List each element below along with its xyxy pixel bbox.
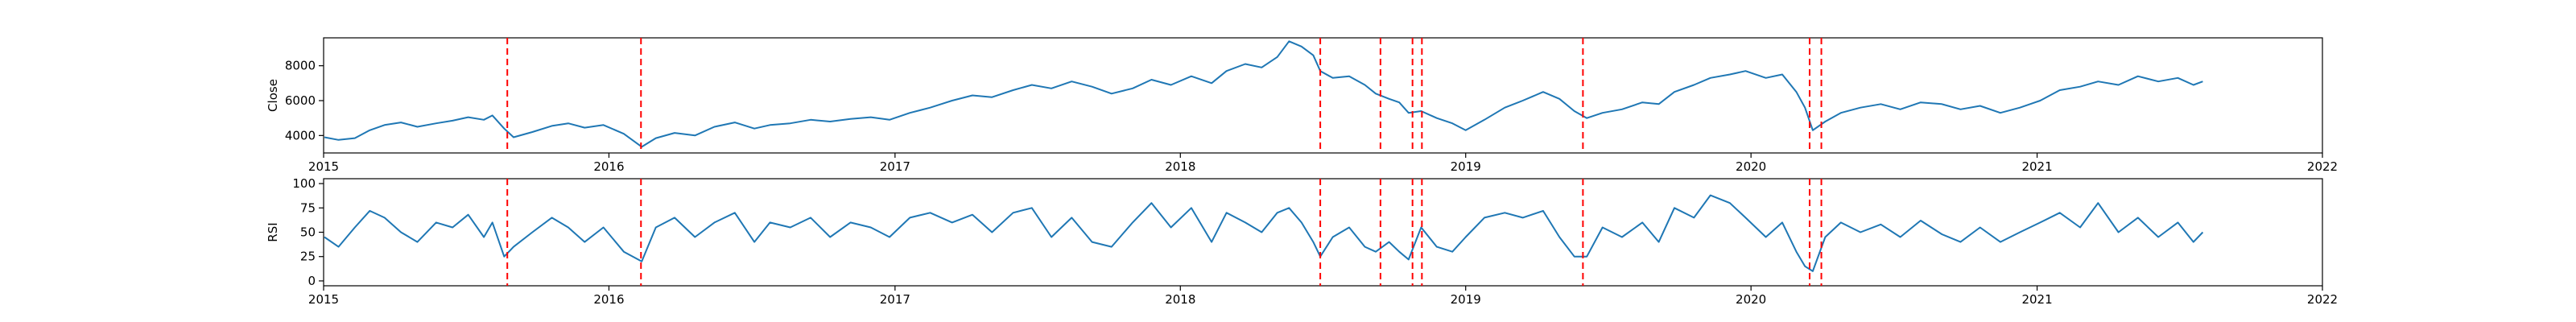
y-tick-label: 25: [300, 250, 316, 264]
rsi-panel: 2015 2016 2017 2018 2019 2020 2021 2022 0 25 50 75 1…: [266, 176, 2338, 307]
y-tick-label: 50: [300, 225, 316, 240]
x-tick-label: 2016: [593, 292, 624, 307]
y-tick-label: 75: [300, 200, 316, 215]
x-tick-label: 2021: [2021, 159, 2052, 174]
y-tick-label: 6000: [285, 93, 316, 108]
x-tick-label: 2021: [2021, 292, 2052, 307]
x-tick-label: 2015: [308, 159, 339, 174]
x-tick-label: 2022: [2307, 159, 2338, 174]
series-line: [324, 40, 2203, 148]
x-tick-label: 2018: [1165, 159, 1195, 174]
x-tick-label: 2020: [1736, 292, 1766, 307]
x-tick-label: 2019: [1451, 292, 1481, 307]
x-tick-label: 2017: [880, 159, 910, 174]
x-tick-label: 2019: [1451, 159, 1481, 174]
plot-frame: [323, 178, 2323, 287]
plot-frame: [323, 37, 2323, 154]
y-tick-label: 4000: [285, 128, 316, 142]
y-tick-label: 100: [292, 176, 316, 191]
x-tick-label: 2015: [308, 292, 339, 307]
y-axis-label: Close: [266, 79, 280, 112]
x-tick-label: 2022: [2307, 292, 2338, 307]
x-tick-label: 2018: [1165, 292, 1195, 307]
y-tick-label: 8000: [285, 59, 316, 73]
series-line: [324, 194, 2204, 272]
y-tick-label: 0: [308, 274, 316, 288]
x-tick-label: 2017: [880, 292, 910, 307]
close-price-panel: 2015 2016 2017 2018 2019 2020 2021 2022 4000 6000…: [266, 37, 2338, 174]
x-tick-label: 2016: [593, 159, 624, 174]
x-tick-label: 2020: [1736, 159, 1766, 174]
y-axis-label: RSI: [266, 222, 280, 242]
